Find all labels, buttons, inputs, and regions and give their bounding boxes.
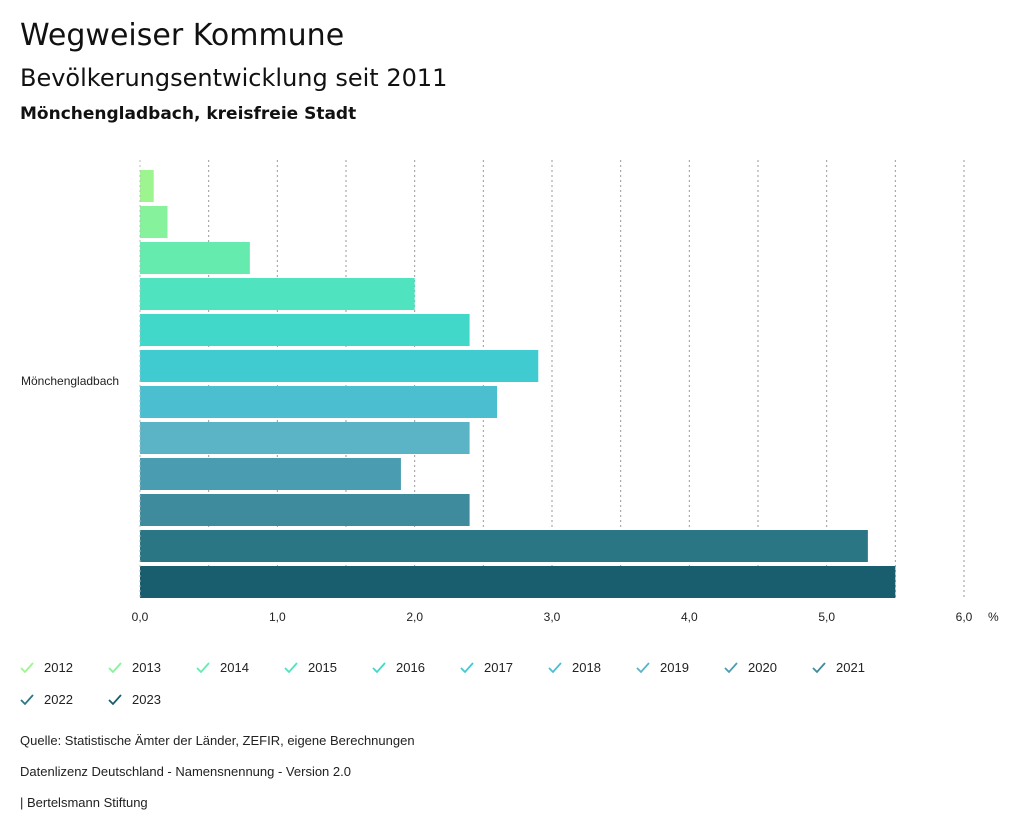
x-tick-label: 0,0 xyxy=(132,610,149,624)
legend-label: 2013 xyxy=(132,660,161,675)
x-tick-label: 6,0 xyxy=(956,610,973,624)
check-icon xyxy=(636,661,650,673)
check-icon xyxy=(812,661,826,673)
check-icon xyxy=(284,661,298,673)
legend-label: 2017 xyxy=(484,660,513,675)
publisher-note: | Bertelsmann Stiftung xyxy=(20,795,148,810)
legend-item-2019[interactable]: 2019 xyxy=(636,660,689,675)
legend-label: 2020 xyxy=(748,660,777,675)
legend-item-2013[interactable]: 2013 xyxy=(108,660,161,675)
bar-2023 xyxy=(140,566,896,598)
bar-2013 xyxy=(140,206,168,238)
x-tick-label: 3,0 xyxy=(544,610,561,624)
bar-2016 xyxy=(140,314,470,346)
legend-item-2020[interactable]: 2020 xyxy=(724,660,777,675)
check-icon xyxy=(108,661,122,673)
check-icon xyxy=(548,661,562,673)
x-unit-label: % xyxy=(988,610,999,624)
bar-2017 xyxy=(140,350,539,382)
category-label: Mönchengladbach xyxy=(21,374,119,388)
x-tick-label: 1,0 xyxy=(269,610,286,624)
legend-label: 2016 xyxy=(396,660,425,675)
legend-item-2015[interactable]: 2015 xyxy=(284,660,337,675)
bar-2021 xyxy=(140,494,470,526)
check-icon xyxy=(20,661,34,673)
bar-2012 xyxy=(140,170,154,202)
legend-item-2022[interactable]: 2022 xyxy=(20,692,73,707)
legend-label: 2018 xyxy=(572,660,601,675)
check-icon xyxy=(372,661,386,673)
legend-label: 2014 xyxy=(220,660,249,675)
legend-label: 2019 xyxy=(660,660,689,675)
check-icon xyxy=(460,661,474,673)
check-icon xyxy=(724,661,738,673)
source-note: Quelle: Statistische Ämter der Länder, Z… xyxy=(20,733,415,748)
bar-2019 xyxy=(140,422,470,454)
x-tick-label: 4,0 xyxy=(681,610,698,624)
legend-label: 2023 xyxy=(132,692,161,707)
legend-item-2017[interactable]: 2017 xyxy=(460,660,513,675)
check-icon xyxy=(20,693,34,705)
legend-item-2012[interactable]: 2012 xyxy=(20,660,73,675)
check-icon xyxy=(196,661,210,673)
legend-label: 2021 xyxy=(836,660,865,675)
license-note: Datenlizenz Deutschland - Namensnennung … xyxy=(20,764,351,779)
bar-2015 xyxy=(140,278,415,310)
bar-2022 xyxy=(140,530,868,562)
legend-label: 2022 xyxy=(44,692,73,707)
bar-2018 xyxy=(140,386,498,418)
x-tick-label: 2,0 xyxy=(406,610,423,624)
page-title: Wegweiser Kommune xyxy=(20,18,345,53)
legend-item-2016[interactable]: 2016 xyxy=(372,660,425,675)
chart-subtitle: Bevölkerungsentwicklung seit 2011 xyxy=(20,64,448,92)
check-icon xyxy=(108,693,122,705)
legend-label: 2012 xyxy=(44,660,73,675)
legend-item-2014[interactable]: 2014 xyxy=(196,660,249,675)
legend-item-2018[interactable]: 2018 xyxy=(548,660,601,675)
bar-2014 xyxy=(140,242,250,274)
legend-item-2023[interactable]: 2023 xyxy=(108,692,161,707)
legend-item-2021[interactable]: 2021 xyxy=(812,660,865,675)
legend-label: 2015 xyxy=(308,660,337,675)
population-bar-chart: Mönchengladbach 0,0 1,0 2,0 3,0 4,0 5,0 6,0% xyxy=(21,160,999,624)
x-tick-label: 5,0 xyxy=(818,610,835,624)
region-label: Mönchengladbach, kreisfreie Stadt xyxy=(20,104,357,124)
bar-2020 xyxy=(140,458,401,490)
